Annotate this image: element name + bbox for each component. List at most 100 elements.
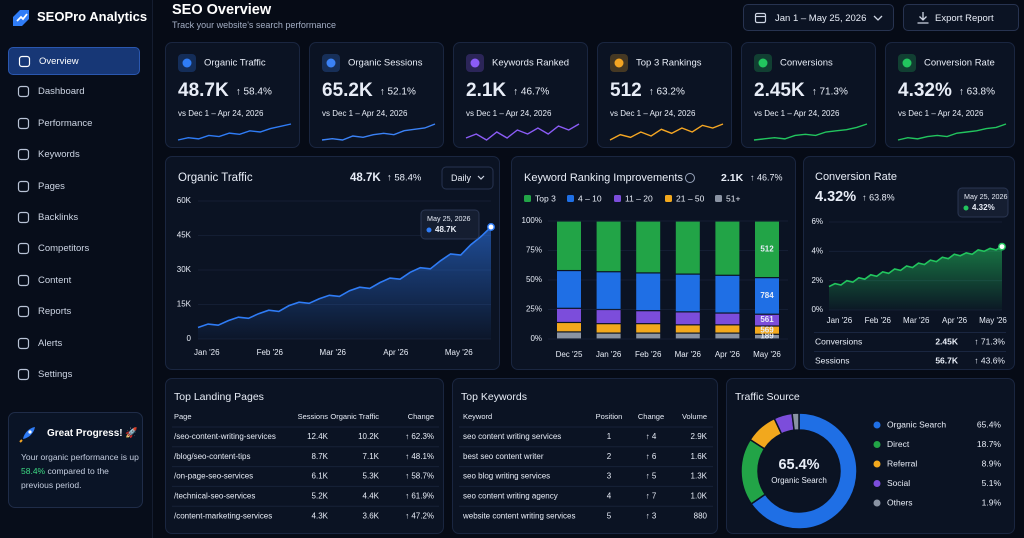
y-tick-label: 4% <box>811 246 823 255</box>
tooltip-date: May 25, 2026 <box>964 192 1008 201</box>
kpi-value: 2.1K <box>466 80 506 101</box>
summary-label: Sessions <box>815 355 850 365</box>
line <box>828 245 1003 288</box>
table-cell: 880 <box>694 511 708 520</box>
nav-icon-shape <box>17 117 30 129</box>
table-cell: 5.3K <box>363 472 380 481</box>
chart-title: Conversion Rate <box>815 171 897 183</box>
y-tick-label: 6% <box>811 217 823 226</box>
nav-item[interactable]: Backlinks <box>8 204 140 232</box>
granularity-dropdown[interactable] <box>441 166 494 190</box>
keyword-ranking-card: Keyword Ranking Improvements 2.1K ↑ 46.7% T… <box>511 156 796 370</box>
donut-segment <box>740 438 767 505</box>
summary-label: Conversions <box>815 336 862 346</box>
summary-change: ↑ 43.6% <box>974 355 1005 365</box>
granularity-text: Daily <box>451 173 472 183</box>
table-cell: 1.3K <box>691 472 708 481</box>
donut-segment <box>791 412 800 432</box>
table-cell: 4 <box>607 492 612 501</box>
chart-value: 2.1K <box>721 172 744 184</box>
chart-value: 48.7K <box>350 172 381 184</box>
table-cell: ↑ 4 <box>646 432 657 441</box>
table-cell: ↑ 58.7% <box>405 472 434 481</box>
tooltip-value: 48.7K <box>435 225 457 234</box>
bar-segment <box>557 221 581 270</box>
kpi-card: Top 3 Rankings 512 ↑ 63.2% vs Dec 1 – Apr 2… <box>597 42 732 148</box>
bar-segment <box>715 333 740 339</box>
nav-item[interactable]: Content <box>8 267 140 295</box>
brand-logo <box>13 10 29 26</box>
nav-icon-shape <box>17 86 30 98</box>
nav-item[interactable]: Alerts <box>8 330 140 358</box>
nav-item[interactable]: Overview <box>8 47 140 75</box>
rocket-icon <box>19 427 35 443</box>
date-range-button[interactable]: Jan 1 – May 25, 2026 <box>743 4 894 31</box>
bar-segment <box>636 273 661 311</box>
table-cell: /technical-seo-services <box>174 492 255 501</box>
x-tick-label: Feb '26 <box>635 350 662 359</box>
column-header: Change <box>408 412 434 421</box>
nav-label: Competitors <box>38 243 90 255</box>
nav-item[interactable]: Reports <box>8 298 140 326</box>
nav-icon-shape <box>17 211 30 224</box>
table-cell: 7.1K <box>363 452 380 461</box>
kpi-icon-dot <box>470 58 480 68</box>
line <box>197 226 492 329</box>
nav-item[interactable]: Pages <box>8 173 140 201</box>
keyword-ranking-card-svg: Keyword Ranking Improvements 2.1K ↑ 46.7% T… <box>522 172 788 359</box>
table-cell: 5.2K <box>312 492 329 501</box>
column-header: Change <box>638 412 664 421</box>
nav-icon <box>17 86 30 98</box>
nav-item[interactable]: Competitors <box>8 235 140 263</box>
column-header: Sessions <box>298 412 329 421</box>
column-header: Position <box>596 412 623 421</box>
bar-segment <box>755 278 779 314</box>
nav-item[interactable]: Settings <box>8 361 140 389</box>
export-button[interactable]: Export Report <box>903 4 1019 31</box>
nav-icon-shape <box>17 337 30 349</box>
table-cell: 2 <box>607 452 612 461</box>
end-point <box>487 223 495 231</box>
landing-pages-card: Top Landing Pages Page Sessions Organic Tra… <box>165 378 444 534</box>
legend-value: 8.9% <box>982 458 1002 468</box>
column-header: Volume <box>682 412 707 421</box>
table-cell: ↑ 5 <box>646 472 657 481</box>
nav-icon <box>17 180 30 192</box>
nav-icon-shape <box>17 368 30 381</box>
nav-icon <box>17 211 30 224</box>
legend-swatch <box>614 195 621 202</box>
nav-label: Dashboard <box>38 86 85 98</box>
bar-segment <box>596 221 621 272</box>
organic-traffic-card: Organic Traffic 48.7K ↑ 58.4% Daily 0 15K 30K 4… <box>165 156 500 370</box>
nav-item[interactable]: Dashboard <box>8 78 140 106</box>
nav-label: Performance <box>38 117 93 129</box>
table-cell: seo content writing services <box>463 432 561 441</box>
nav-item[interactable]: Keywords <box>8 141 140 169</box>
y-tick-label: 60K <box>177 196 192 205</box>
x-tick-label: Mar '26 <box>320 348 347 357</box>
conversion-rate-card-svg: Conversion Rate 4.32% ↑ 63.8% 0% 2% 4% 6% Jan '… <box>811 171 1009 365</box>
table-cell: ↑ 3 <box>646 511 657 520</box>
kpi-icon-dot <box>902 58 912 68</box>
nav-icon <box>17 306 30 318</box>
table-cell: seo content writing agency <box>463 492 558 501</box>
bar-segment <box>755 334 779 339</box>
bar-end-label: 189 <box>760 332 774 341</box>
bar-segment <box>557 308 581 322</box>
kpi-period: vs Dec 1 – Apr 24, 2026 <box>754 109 840 118</box>
promo-text-after: compared to the previous period. <box>21 466 109 490</box>
bar-segment <box>675 221 700 274</box>
date-range-text: Jan 1 – May 25, 2026 <box>775 13 867 24</box>
kpi-card: Organic Traffic 48.7K ↑ 58.4% vs Dec 1 – Ap… <box>165 42 300 148</box>
table-cell: ↑ 62.3% <box>405 432 434 441</box>
y-tick-label: 100% <box>522 216 542 225</box>
table-cell: website content writing services <box>462 511 576 520</box>
kpi-card-svg: Keywords Ranked 2.1K ↑ 46.7% vs Dec 1 – Apr… <box>465 54 580 141</box>
chart-title: Keyword Ranking Improvements <box>524 172 683 184</box>
calendar-icon <box>754 12 767 24</box>
bar-segment <box>596 310 621 324</box>
nav-item[interactable]: Performance <box>8 110 140 138</box>
kpi-change: ↑ 52.1% <box>380 87 416 98</box>
info-icon <box>684 173 695 183</box>
nav-icon-shape <box>17 180 30 192</box>
